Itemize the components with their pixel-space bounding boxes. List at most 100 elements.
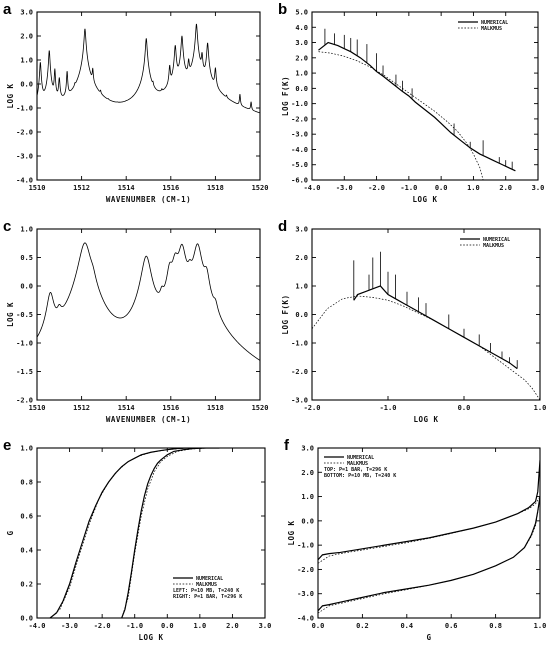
- y-tick-label: -1.0: [16, 105, 33, 113]
- plot-area: [318, 460, 540, 614]
- y-tick-label: 0.8: [20, 479, 33, 487]
- y-tick-label: -1.0: [291, 100, 308, 108]
- y-tick-label: 0.0: [20, 283, 33, 291]
- x-tick-label: -2.0: [368, 184, 385, 192]
- y-axis-label: LOG F(K): [281, 294, 290, 334]
- x-tick-label: 1514: [118, 404, 135, 412]
- x-tick-label: 1516: [162, 184, 179, 192]
- y-tick-label: 0.4: [20, 547, 33, 555]
- x-tick-label: 0.4: [400, 622, 413, 630]
- x-axis-label: WAVENUMBER (CM-1): [106, 195, 191, 204]
- panel-letter-a: a: [3, 1, 12, 18]
- x-tick-label: 0.0: [435, 184, 448, 192]
- malkmus-series-line: [318, 51, 484, 180]
- legend-label: NUMERICAL: [347, 455, 374, 461]
- x-tick-label: 1.0: [467, 184, 480, 192]
- x-axis-label: G: [426, 633, 431, 642]
- x-tick-label: 1518: [207, 404, 224, 412]
- numerical-series-line: [318, 496, 540, 612]
- numerical-series-line: [49, 448, 187, 618]
- y-tick-label: 0.0: [295, 311, 308, 319]
- legend-label: MALKMUS: [481, 26, 502, 32]
- y-tick-label: 0.0: [20, 615, 33, 623]
- y-tick-label: 3.0: [295, 39, 308, 47]
- malkmus-series-line: [318, 498, 540, 614]
- y-tick-label: 3.0: [295, 226, 308, 234]
- condition-note: LEFT: P=10 MB, T=240 K: [173, 588, 239, 594]
- x-tick-label: 1518: [207, 184, 224, 192]
- x-tick-label: 3.0: [532, 184, 545, 192]
- plot-frame: [311, 11, 539, 181]
- y-tick-label: -2.0: [291, 368, 308, 376]
- x-tick-label: 1510: [29, 404, 46, 412]
- legend-label: NUMERICAL: [196, 576, 223, 582]
- y-tick-label: 2.0: [295, 54, 308, 62]
- plot-area: [37, 242, 260, 361]
- y-tick-label: -1.5: [16, 368, 33, 376]
- y-tick-label: 2.0: [301, 469, 314, 477]
- x-tick-label: 1.0: [194, 622, 207, 630]
- x-tick-label: 1.0: [534, 404, 547, 412]
- y-tick-label: -3.0: [291, 397, 308, 405]
- y-tick-label: 5.0: [295, 9, 308, 17]
- panel-letter-b: b: [278, 1, 287, 18]
- x-tick-label: -2.0: [94, 622, 111, 630]
- legend-label: MALKMUS: [347, 461, 368, 467]
- y-tick-label: 0.6: [20, 513, 33, 521]
- legend-label: MALKMUS: [483, 243, 504, 249]
- y-tick-label: -3.0: [16, 153, 33, 161]
- x-tick-label: -1.0: [400, 184, 417, 192]
- x-tick-label: 0.8: [489, 622, 502, 630]
- y-tick-label: 0.0: [295, 85, 308, 93]
- x-tick-label: 0.6: [445, 622, 458, 630]
- y-tick-label: 2.0: [20, 33, 33, 41]
- x-tick-label: -2.0: [304, 404, 321, 412]
- x-axis-label: LOG K: [412, 195, 437, 204]
- plot-area: [49, 448, 220, 618]
- malkmus-series-line: [49, 448, 187, 618]
- x-tick-label: 1512: [73, 184, 90, 192]
- y-tick-label: -4.0: [291, 146, 308, 154]
- y-axis-label: G: [6, 530, 15, 535]
- condition-note: TOP: P=1 BAR, T=296 K: [324, 467, 387, 473]
- y-axis-label: LOG K: [287, 520, 296, 545]
- panel-letter-c: c: [3, 218, 11, 235]
- y-tick-label: -6.0: [291, 177, 308, 185]
- y-axis-label: LOG K: [6, 83, 15, 108]
- x-axis-label: LOG K: [413, 415, 438, 424]
- condition-note: BOTTOM: P=10 MB, T=240 K: [324, 473, 396, 479]
- x-tick-label: 1510: [29, 184, 46, 192]
- x-tick-label: -3.0: [61, 622, 78, 630]
- x-tick-label: 2.0: [226, 622, 239, 630]
- x-tick-label: 1516: [162, 404, 179, 412]
- y-tick-label: -2.0: [291, 115, 308, 123]
- y-tick-label: -2.0: [16, 397, 33, 405]
- y-tick-label: 1.0: [301, 493, 314, 501]
- y-tick-label: 1.0: [20, 445, 33, 453]
- y-tick-label: -1.0: [16, 340, 33, 348]
- numerical-series-line: [318, 41, 516, 172]
- numerical-series-line: [353, 285, 518, 370]
- panel-e: e -4.0 -3.0 -2.0 -1.0 0.0 1.0 2.0 3.0 0.0 0.2 0.4 0.…: [3, 437, 271, 642]
- legend-label: NUMERICAL: [483, 237, 510, 243]
- y-tick-label: -4.0: [297, 615, 314, 623]
- panel-letter-f: f: [284, 437, 290, 454]
- spectrum-line: [37, 242, 260, 361]
- x-tick-label: 0.2: [356, 622, 369, 630]
- condition-note: RIGHT: P=1 BAR, T=296 K: [173, 594, 242, 600]
- panel-d: d-2.0 -1.0 0.0 1.0-3.0-2.0-1.00.01.02.03.0L…: [278, 218, 546, 424]
- y-tick-label: 1.0: [20, 226, 33, 234]
- y-tick-label: 1.0: [295, 70, 308, 78]
- x-tick-label: 2.0: [499, 184, 512, 192]
- x-tick-label: -4.0: [304, 184, 321, 192]
- numerical-series-line: [121, 448, 220, 618]
- panel-b: b -4.0 -3.0 -2.0 -1.0 0.0 1.0 2.0 3.0 -6.0 -5.0 -4.…: [278, 1, 544, 204]
- y-tick-label: -1.0: [297, 542, 314, 550]
- legend-label: MALKMUS: [196, 582, 217, 588]
- panel-letter-e: e: [3, 437, 11, 454]
- x-tick-label: -3.0: [336, 184, 353, 192]
- y-tick-label: -3.0: [291, 131, 308, 139]
- x-tick-label: -1.0: [380, 404, 397, 412]
